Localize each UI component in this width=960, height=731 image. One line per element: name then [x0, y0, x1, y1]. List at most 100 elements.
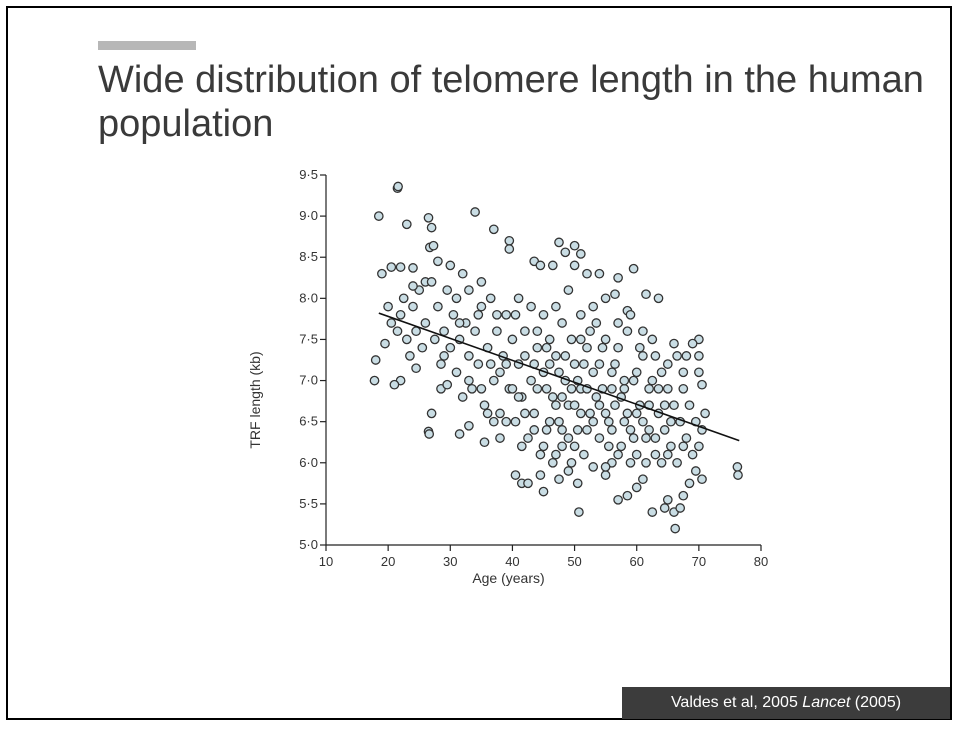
data-point: [426, 222, 437, 233]
data-point: [700, 408, 710, 419]
data-point: [669, 338, 679, 349]
data-point: [507, 383, 518, 394]
data-point: [554, 474, 564, 485]
data-point: [563, 433, 574, 443]
data-point: [476, 383, 487, 394]
data-point: [575, 249, 586, 259]
data-point: [510, 309, 521, 320]
data-point: [454, 429, 465, 439]
data-point: [485, 359, 496, 369]
data-point: [501, 416, 512, 427]
data-point: [535, 449, 546, 460]
data-point: [426, 277, 437, 287]
data-point: [541, 425, 552, 435]
data-point: [653, 383, 664, 394]
data-point: [613, 318, 623, 328]
data-point: [501, 309, 512, 320]
data-point: [687, 338, 698, 349]
data-point: [445, 260, 456, 271]
data-point: [532, 342, 543, 353]
data-point: [591, 318, 602, 328]
data-point: [551, 351, 561, 361]
data-point: [457, 268, 468, 279]
citation-year: (2005): [850, 694, 902, 711]
data-point: [610, 359, 620, 369]
data-point: [662, 494, 673, 505]
data-point: [557, 318, 567, 328]
x-tick-label: 50: [567, 554, 581, 569]
data-point: [479, 437, 490, 448]
data-point: [535, 260, 546, 271]
plot-area: 5·0 5·5 6·0 6·5 7·0 7·5 8·0 8·5 9·0 9·5 10 20 30 40 50…: [247, 167, 768, 586]
data-point: [457, 392, 468, 402]
data-point: [428, 240, 439, 251]
data-point: [659, 425, 670, 435]
data-point: [566, 334, 577, 345]
data-point: [670, 523, 681, 534]
data-point: [638, 416, 648, 427]
data-point: [625, 425, 636, 435]
data-point: [638, 351, 648, 361]
data-point: [488, 224, 499, 235]
data-point: [529, 425, 540, 435]
y-tick-label: 9·0: [299, 208, 318, 223]
data-point: [492, 309, 502, 320]
data-point: [454, 318, 465, 328]
data-point: [495, 433, 505, 443]
data-point: [560, 247, 571, 258]
data-point: [569, 441, 580, 452]
data-point: [638, 326, 648, 337]
data-point: [610, 400, 620, 411]
data-point: [579, 359, 589, 369]
data-point: [383, 301, 393, 312]
data-point: [569, 400, 580, 411]
data-point: [408, 301, 418, 312]
data-point: [594, 268, 605, 279]
data-point: [625, 309, 636, 320]
data-point: [551, 400, 561, 411]
data-point: [495, 367, 505, 378]
data-point: [473, 359, 484, 369]
data-point: [544, 334, 555, 345]
data-point: [473, 309, 484, 320]
data-point: [554, 416, 564, 427]
data-point: [591, 392, 602, 402]
x-tick-label: 80: [754, 554, 768, 569]
title-accent-bar: [98, 41, 196, 50]
data-point: [442, 379, 453, 390]
citation-badge: Valdes et al, 2005 Lancet (2005): [622, 687, 950, 719]
data-point: [603, 416, 614, 427]
data-point: [451, 367, 462, 378]
data-point: [641, 433, 651, 443]
data-point: [470, 207, 480, 217]
data-point: [370, 355, 381, 365]
data-point: [523, 478, 533, 489]
data-point: [547, 392, 558, 402]
data-point: [603, 441, 614, 452]
data-point: [551, 449, 561, 460]
data-point: [563, 466, 574, 476]
data-point: [678, 383, 689, 394]
data-point: [464, 375, 474, 386]
data-point: [732, 462, 743, 472]
data-point: [395, 262, 406, 272]
data-point: [631, 367, 642, 378]
data-point: [607, 383, 617, 394]
data-point: [507, 334, 518, 345]
trend-line: [378, 312, 740, 442]
data-point: [733, 470, 743, 480]
y-tick-label: 5·0: [299, 537, 318, 552]
data-point: [544, 359, 555, 369]
data-point: [551, 301, 561, 312]
data-point: [569, 240, 580, 251]
data-point: [439, 326, 449, 337]
scatter-chart: 5·0 5·5 6·0 6·5 7·0 7·5 8·0 8·5 9·0 9·5 10 20 30 40 50…: [247, 167, 768, 586]
data-point: [656, 457, 667, 468]
data-point: [426, 408, 437, 419]
data-point: [417, 342, 428, 353]
data-point: [547, 260, 558, 271]
data-point: [429, 334, 440, 345]
data-point: [666, 416, 676, 427]
data-point: [532, 326, 543, 337]
data-point: [628, 375, 639, 386]
